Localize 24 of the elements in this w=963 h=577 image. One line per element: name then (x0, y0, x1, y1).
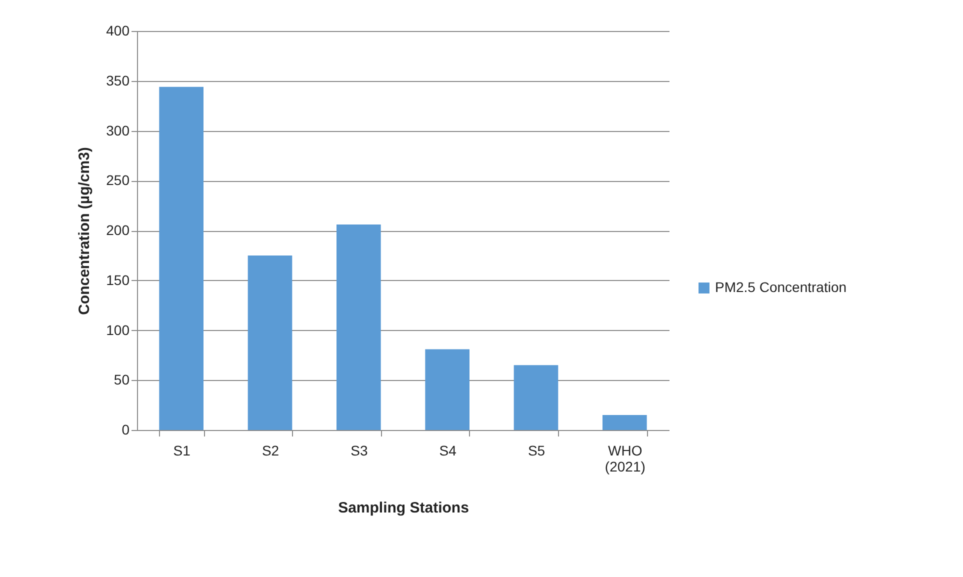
x-tick-label: WHO (2021) (604, 442, 646, 474)
x-tick-label: S1 (173, 442, 191, 458)
y-axis-title: Concentration (µg/cm3) (76, 147, 94, 315)
bar (159, 86, 204, 430)
y-tick-label: 0 (122, 422, 130, 438)
y-tick-label: 200 (106, 222, 130, 238)
y-tick-label: 400 (106, 22, 130, 38)
bar (248, 255, 292, 430)
x-tick-label: S4 (439, 442, 457, 458)
x-tick-label: S2 (262, 442, 280, 458)
x-axis-title: Sampling Stations (338, 500, 469, 516)
bar (602, 415, 647, 430)
bar (336, 224, 381, 430)
bar (514, 365, 558, 430)
y-tick-label: 300 (106, 122, 130, 138)
y-tick-label: 100 (106, 322, 130, 338)
y-tick-label: 250 (106, 172, 130, 188)
legend-label: PM2.5 Concentration (715, 279, 847, 295)
x-tick-label: S3 (350, 442, 368, 458)
x-tick-label: S5 (528, 442, 546, 458)
bar (425, 349, 470, 430)
y-tick-label: 150 (106, 272, 130, 288)
y-tick-label: 50 (114, 372, 130, 388)
y-tick-label: 350 (106, 72, 130, 88)
